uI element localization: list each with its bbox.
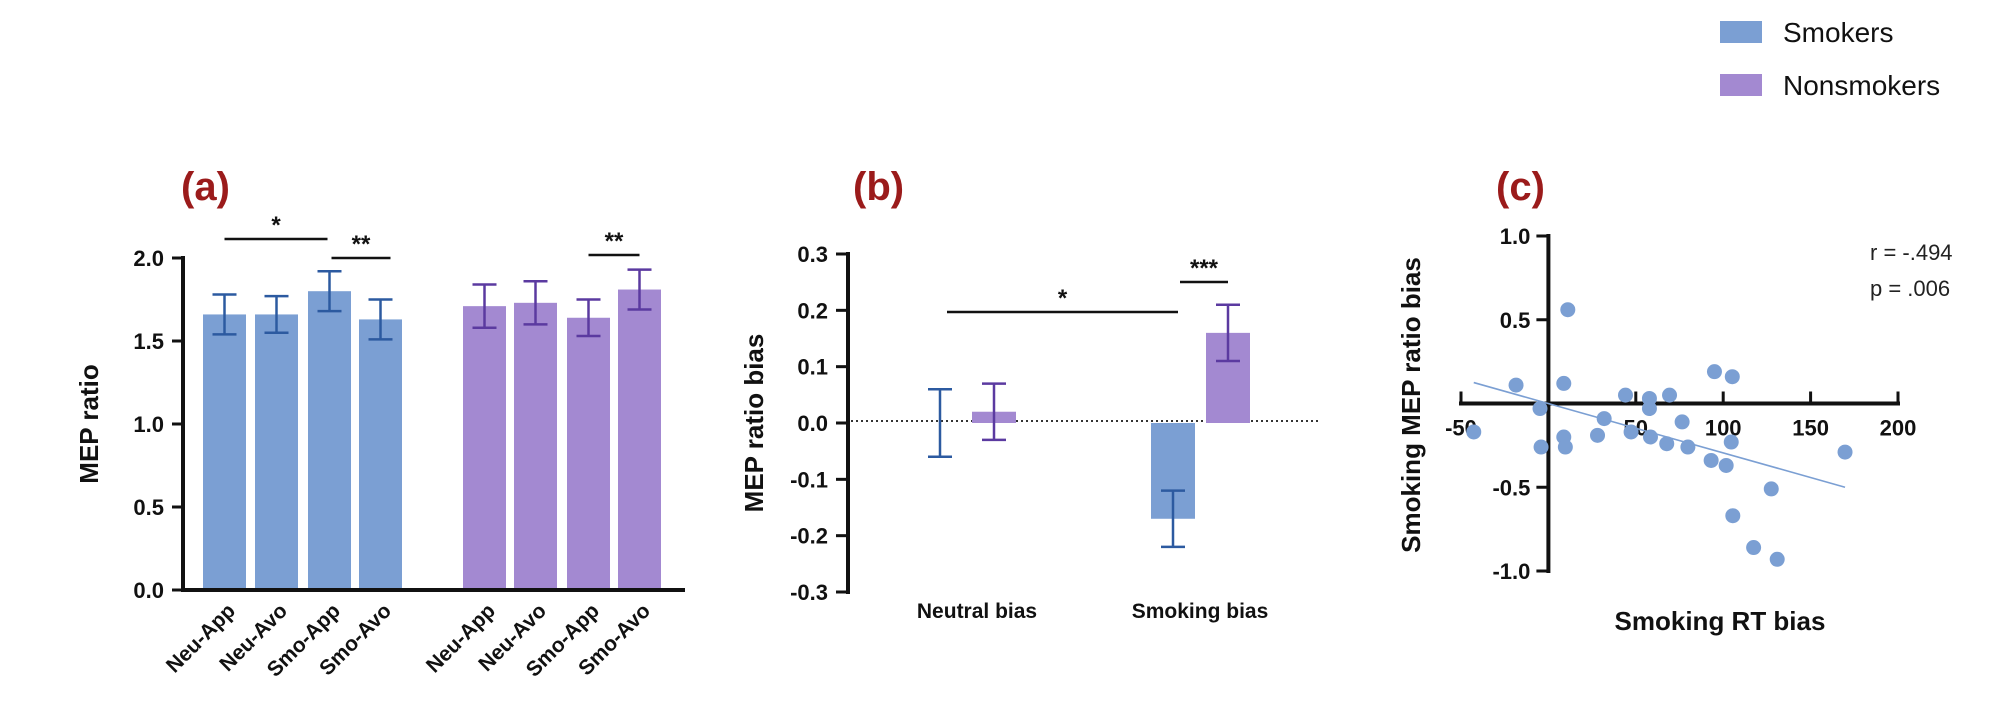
error-bar <box>627 268 652 311</box>
panel-c-scatter-plot: Smoking MEP ratio bias Smoking RT bias -… <box>1396 224 1953 636</box>
error-bar <box>1216 303 1240 363</box>
y-tick-label: -0.3 <box>790 580 828 605</box>
x-tick-label: 200 <box>1880 416 1917 441</box>
significance-smokers-vs-nonsmokers: *** <box>1180 255 1228 284</box>
y-tick-label: 2.0 <box>133 246 164 271</box>
bar-smokers-neu-app <box>203 314 246 590</box>
y-tick-label: -0.5 <box>1492 475 1530 500</box>
y-tick-label: 0.3 <box>797 242 828 267</box>
significance-label: *** <box>1190 255 1219 282</box>
panel-label-c: (c) <box>1496 165 1545 209</box>
error-bar <box>317 270 342 313</box>
panel-a-bar-chart: MEP ratio 0.00.51.01.52.0 Neu-AppNeu-Avo… <box>74 212 685 682</box>
y-tick-label: 0.1 <box>797 355 828 380</box>
y-tick-label: 0.0 <box>797 411 828 436</box>
legend-label-nonsmokers: Nonsmokers <box>1783 70 1940 101</box>
bar-nonsmokers-smo-avo <box>618 289 661 590</box>
error-bar <box>1161 489 1185 549</box>
x-tick-label: Neutral bias <box>917 600 1037 623</box>
data-point <box>1508 377 1524 393</box>
data-point <box>1596 411 1612 427</box>
error-bar <box>212 293 237 336</box>
legend-swatch-nonsmokers <box>1720 74 1762 96</box>
panel-c-annotation-p: p = .006 <box>1870 276 1950 301</box>
error-bar <box>523 279 548 326</box>
panel-c-annotation-r: r = -.494 <box>1870 240 1953 265</box>
data-point <box>1641 401 1657 417</box>
panel-label-a: (a) <box>181 165 230 209</box>
data-point <box>1723 434 1739 450</box>
bar-smokers-smo-app <box>308 291 351 590</box>
data-point <box>1623 424 1639 440</box>
y-tick-label: 0.0 <box>133 578 164 603</box>
regression-line <box>1473 381 1846 489</box>
data-point <box>1642 429 1658 445</box>
legend-label-smokers: Smokers <box>1783 17 1893 48</box>
data-point <box>1532 401 1548 417</box>
data-point <box>1746 540 1762 556</box>
significance-smokers-smoapp-smoavo: ** <box>331 231 391 260</box>
data-point <box>1718 457 1734 473</box>
bar-smokers-neu-avo <box>255 314 298 590</box>
data-point <box>1724 369 1740 385</box>
bar-nonsmokers-neu-avo <box>514 302 557 590</box>
significance-nonsmokers-smoapp-smoavo: ** <box>588 228 640 257</box>
x-tick-label: 150 <box>1792 416 1829 441</box>
significance-label: * <box>1058 285 1068 312</box>
panel-c-y-axis-title: Smoking MEP ratio bias <box>1396 257 1426 553</box>
data-point <box>1769 551 1785 567</box>
data-point <box>1659 436 1675 452</box>
data-point <box>1556 375 1572 391</box>
data-point <box>1662 387 1678 403</box>
data-point <box>1533 439 1549 455</box>
data-point <box>1557 439 1573 455</box>
legend-swatch-smokers <box>1720 21 1762 43</box>
significance-smokers-neuapp-smoapp: * <box>224 212 328 241</box>
error-bar <box>472 283 497 329</box>
significance-label: ** <box>605 228 624 255</box>
bar-smokers-smo-avo <box>359 319 402 590</box>
y-tick-label: 1.0 <box>133 412 164 437</box>
y-tick-label: -0.2 <box>790 524 828 549</box>
error-bar <box>264 294 289 334</box>
error-bar <box>368 298 393 341</box>
data-point <box>1703 452 1719 468</box>
y-tick-label: 0.5 <box>1500 308 1531 333</box>
panel-a-y-axis-title: MEP ratio <box>74 364 104 483</box>
panel-b-bar-chart: MEP ratio bias -0.3-0.2-0.10.00.10.20.3 … <box>739 242 1318 623</box>
bar-nonsmokers-neu-app <box>463 306 506 590</box>
error-bar <box>576 298 601 338</box>
bar-nonsmokers-smo-app <box>567 317 610 590</box>
significance-label: * <box>271 212 281 239</box>
error-bar <box>928 387 952 459</box>
y-tick-label: -0.1 <box>790 467 828 492</box>
panel-label-b: (b) <box>853 165 904 209</box>
significance-neutral-vs-smoking: * <box>947 285 1178 314</box>
y-tick-label: 0.2 <box>797 298 828 323</box>
data-point <box>1763 481 1779 497</box>
x-tick-label: Smoking bias <box>1132 600 1269 623</box>
y-tick-label: 1.5 <box>133 329 164 354</box>
panel-a-axes <box>181 256 685 592</box>
data-point <box>1617 387 1633 403</box>
significance-label: ** <box>352 231 371 258</box>
error-bar <box>982 382 1006 442</box>
panel-b-y-axis-title: MEP ratio bias <box>739 334 769 513</box>
data-point <box>1837 444 1853 460</box>
panel-c-x-axis-title: Smoking RT bias <box>1615 606 1826 636</box>
data-point <box>1590 427 1606 443</box>
data-point <box>1725 508 1741 524</box>
data-point <box>1674 414 1690 430</box>
data-point <box>1560 302 1576 318</box>
data-point <box>1466 424 1482 440</box>
legend: Smokers Nonsmokers <box>1720 17 1940 101</box>
y-tick-label: 0.5 <box>133 495 164 520</box>
y-tick-label: -1.0 <box>1492 559 1530 584</box>
data-point <box>1706 364 1722 380</box>
y-tick-label: 1.0 <box>1500 224 1531 249</box>
data-point <box>1680 439 1696 455</box>
